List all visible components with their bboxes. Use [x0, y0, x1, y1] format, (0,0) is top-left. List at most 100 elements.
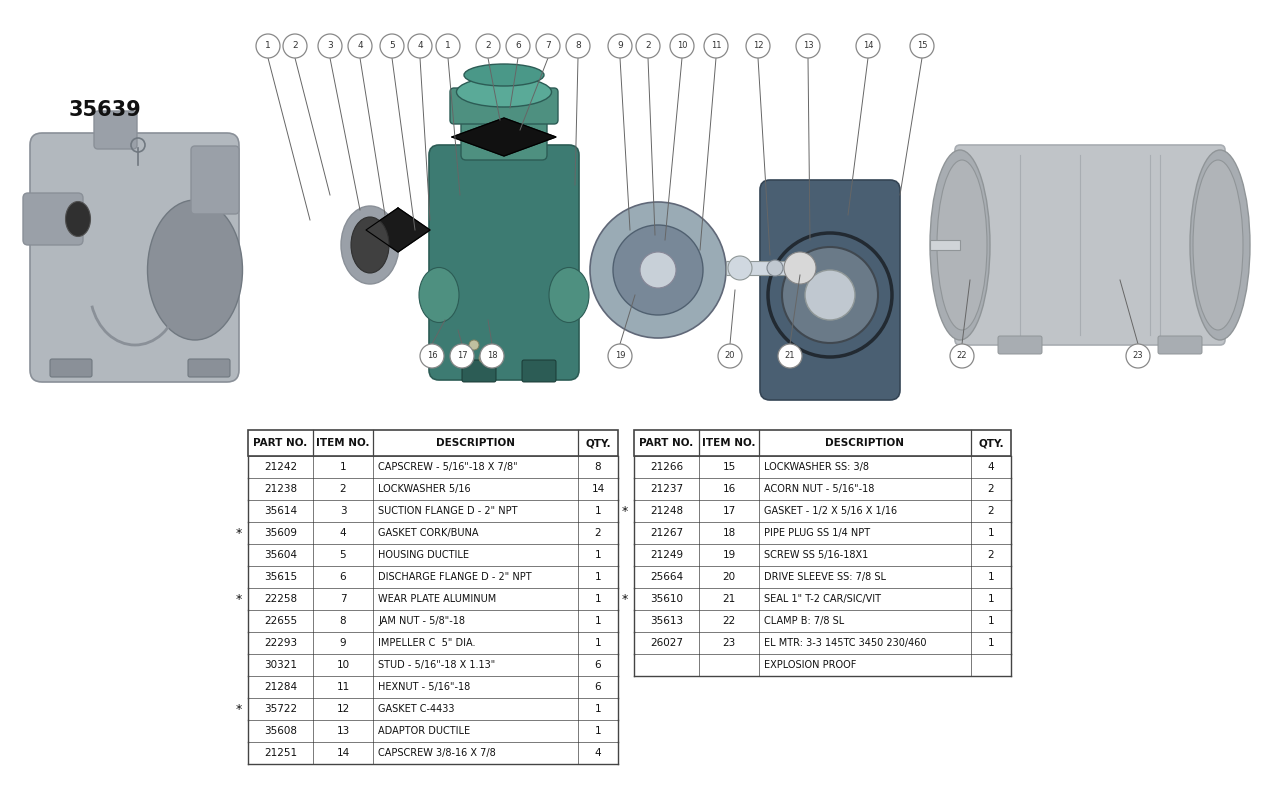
Text: 21237: 21237	[650, 484, 684, 494]
Text: 19: 19	[722, 550, 736, 560]
Text: 35614: 35614	[264, 506, 297, 516]
Text: 2: 2	[988, 550, 995, 560]
Text: 35604: 35604	[264, 550, 297, 560]
Text: WEAR PLATE ALUMINUM: WEAR PLATE ALUMINUM	[378, 594, 497, 604]
Circle shape	[348, 34, 372, 58]
Circle shape	[796, 34, 820, 58]
FancyBboxPatch shape	[522, 360, 556, 382]
Text: 10: 10	[337, 660, 349, 670]
Ellipse shape	[465, 64, 544, 86]
Text: PART NO.: PART NO.	[253, 438, 307, 448]
Text: 35639: 35639	[69, 100, 141, 120]
Text: 21242: 21242	[264, 462, 297, 472]
Text: *: *	[236, 593, 242, 606]
Circle shape	[479, 353, 489, 363]
Text: 4: 4	[339, 528, 347, 538]
Text: 1: 1	[988, 594, 995, 604]
FancyBboxPatch shape	[50, 359, 92, 377]
Text: 22655: 22655	[264, 616, 297, 626]
Circle shape	[380, 34, 404, 58]
Text: SUCTION FLANGE D - 2" NPT: SUCTION FLANGE D - 2" NPT	[378, 506, 517, 516]
Text: 30321: 30321	[264, 660, 297, 670]
Text: 12: 12	[337, 704, 349, 714]
Text: 20: 20	[722, 572, 736, 582]
Text: 1: 1	[595, 726, 602, 736]
Circle shape	[728, 256, 753, 280]
Text: 6: 6	[595, 660, 602, 670]
Circle shape	[436, 34, 460, 58]
Circle shape	[950, 344, 974, 368]
Ellipse shape	[340, 206, 399, 284]
Text: 3: 3	[339, 506, 347, 516]
Text: 1: 1	[595, 572, 602, 582]
Text: 35610: 35610	[650, 594, 684, 604]
Text: 11: 11	[710, 42, 721, 51]
Polygon shape	[452, 118, 556, 156]
Text: 10: 10	[677, 42, 687, 51]
Circle shape	[476, 34, 500, 58]
Circle shape	[640, 252, 676, 288]
Circle shape	[608, 344, 632, 368]
FancyBboxPatch shape	[23, 193, 83, 245]
Text: 2: 2	[485, 42, 490, 51]
Text: 8: 8	[339, 616, 347, 626]
Text: 9: 9	[339, 638, 347, 648]
FancyBboxPatch shape	[461, 90, 547, 160]
FancyBboxPatch shape	[931, 240, 960, 250]
Text: 6: 6	[515, 42, 521, 51]
Circle shape	[590, 202, 726, 338]
Text: 4: 4	[417, 42, 422, 51]
Text: 1: 1	[595, 506, 602, 516]
Text: LOCKWASHER SS: 3/8: LOCKWASHER SS: 3/8	[764, 462, 869, 472]
Text: GASKET CORK/BUNA: GASKET CORK/BUNA	[378, 528, 479, 538]
Text: 1: 1	[595, 704, 602, 714]
Circle shape	[669, 34, 694, 58]
Ellipse shape	[65, 201, 91, 237]
Bar	[248, 430, 618, 456]
Text: 17: 17	[722, 506, 736, 516]
Circle shape	[805, 270, 855, 320]
Text: EXPLOSION PROOF: EXPLOSION PROOF	[764, 660, 856, 670]
Text: 2: 2	[988, 484, 995, 494]
Text: 8: 8	[575, 42, 581, 51]
FancyBboxPatch shape	[429, 145, 579, 380]
Text: 21251: 21251	[264, 748, 297, 758]
Circle shape	[767, 260, 783, 276]
Text: 8: 8	[595, 462, 602, 472]
Text: 1: 1	[595, 550, 602, 560]
Text: 21: 21	[722, 594, 736, 604]
Ellipse shape	[549, 268, 589, 322]
Text: SCREW SS 5/16-18X1: SCREW SS 5/16-18X1	[764, 550, 868, 560]
Text: PIPE PLUG SS 1/4 NPT: PIPE PLUG SS 1/4 NPT	[764, 528, 870, 538]
Text: *: *	[236, 526, 242, 540]
Circle shape	[536, 34, 561, 58]
Ellipse shape	[147, 200, 242, 340]
Text: 13: 13	[803, 42, 813, 51]
Circle shape	[566, 34, 590, 58]
Text: DESCRIPTION: DESCRIPTION	[826, 438, 905, 448]
Ellipse shape	[937, 160, 987, 330]
Text: 7: 7	[339, 594, 347, 604]
Circle shape	[778, 344, 803, 368]
Text: ACORN NUT - 5/16"-18: ACORN NUT - 5/16"-18	[764, 484, 874, 494]
Text: CAPSCREW 3/8-16 X 7/8: CAPSCREW 3/8-16 X 7/8	[378, 748, 495, 758]
FancyBboxPatch shape	[191, 146, 239, 214]
Circle shape	[856, 34, 881, 58]
Circle shape	[718, 344, 742, 368]
Text: GASKET C-4433: GASKET C-4433	[378, 704, 454, 714]
Text: 5: 5	[389, 42, 394, 51]
Text: 4: 4	[357, 42, 362, 51]
Text: 12: 12	[753, 42, 763, 51]
Circle shape	[506, 34, 530, 58]
Text: 23: 23	[1133, 351, 1143, 361]
Text: 1: 1	[988, 616, 995, 626]
Text: EL MTR: 3-3 145TC 3450 230/460: EL MTR: 3-3 145TC 3450 230/460	[764, 638, 927, 648]
Text: 14: 14	[337, 748, 349, 758]
Circle shape	[613, 225, 703, 315]
Text: CAPSCREW - 5/16"-18 X 7/8": CAPSCREW - 5/16"-18 X 7/8"	[378, 462, 517, 472]
Text: 5: 5	[339, 550, 347, 560]
Text: GASKET - 1/2 X 5/16 X 1/16: GASKET - 1/2 X 5/16 X 1/16	[764, 506, 897, 516]
Text: 35615: 35615	[264, 572, 297, 582]
Ellipse shape	[351, 217, 389, 273]
Text: 9: 9	[617, 42, 623, 51]
